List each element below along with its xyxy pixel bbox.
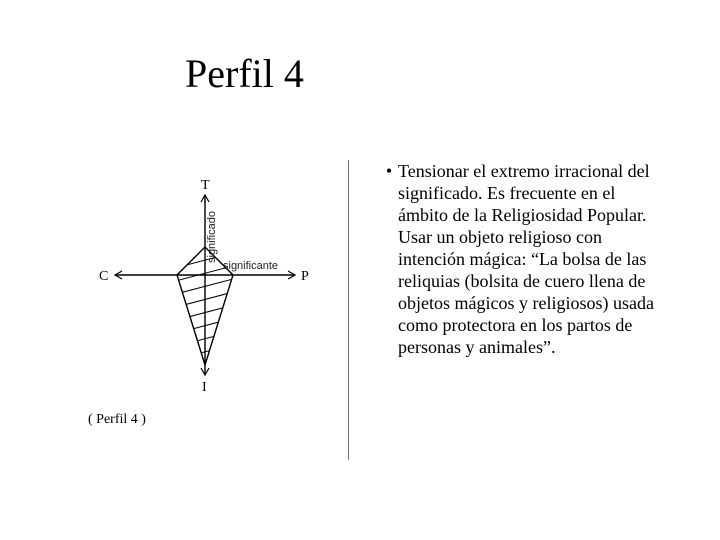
bullet-text: Tensionar el extremo irracional del sign…: [398, 160, 660, 358]
svg-text:significante: significante: [223, 260, 278, 272]
diagram-svg: T C P Isignificado significante ( Perfil 4 ): [70, 165, 340, 445]
svg-text:C: C: [99, 269, 108, 284]
svg-text:T: T: [201, 178, 210, 193]
svg-text:( Perfil 4 ): ( Perfil 4 ): [88, 412, 146, 427]
slide-title: Perfil 4: [185, 50, 304, 97]
bullet-marker: •: [380, 160, 398, 182]
slide: Perfil 4 T C P Isignificado significante ( Pe…: [0, 0, 720, 540]
svg-text:significado: significado: [206, 211, 218, 263]
svg-text:I: I: [202, 380, 207, 395]
diagram: T C P Isignificado significante ( Perfil 4 ): [70, 165, 340, 445]
body-text-column: • Tensionar el extremo irracional del si…: [380, 160, 660, 358]
column-divider: [348, 160, 349, 460]
bullet-item: • Tensionar el extremo irracional del si…: [380, 160, 660, 358]
svg-text:P: P: [301, 269, 309, 284]
